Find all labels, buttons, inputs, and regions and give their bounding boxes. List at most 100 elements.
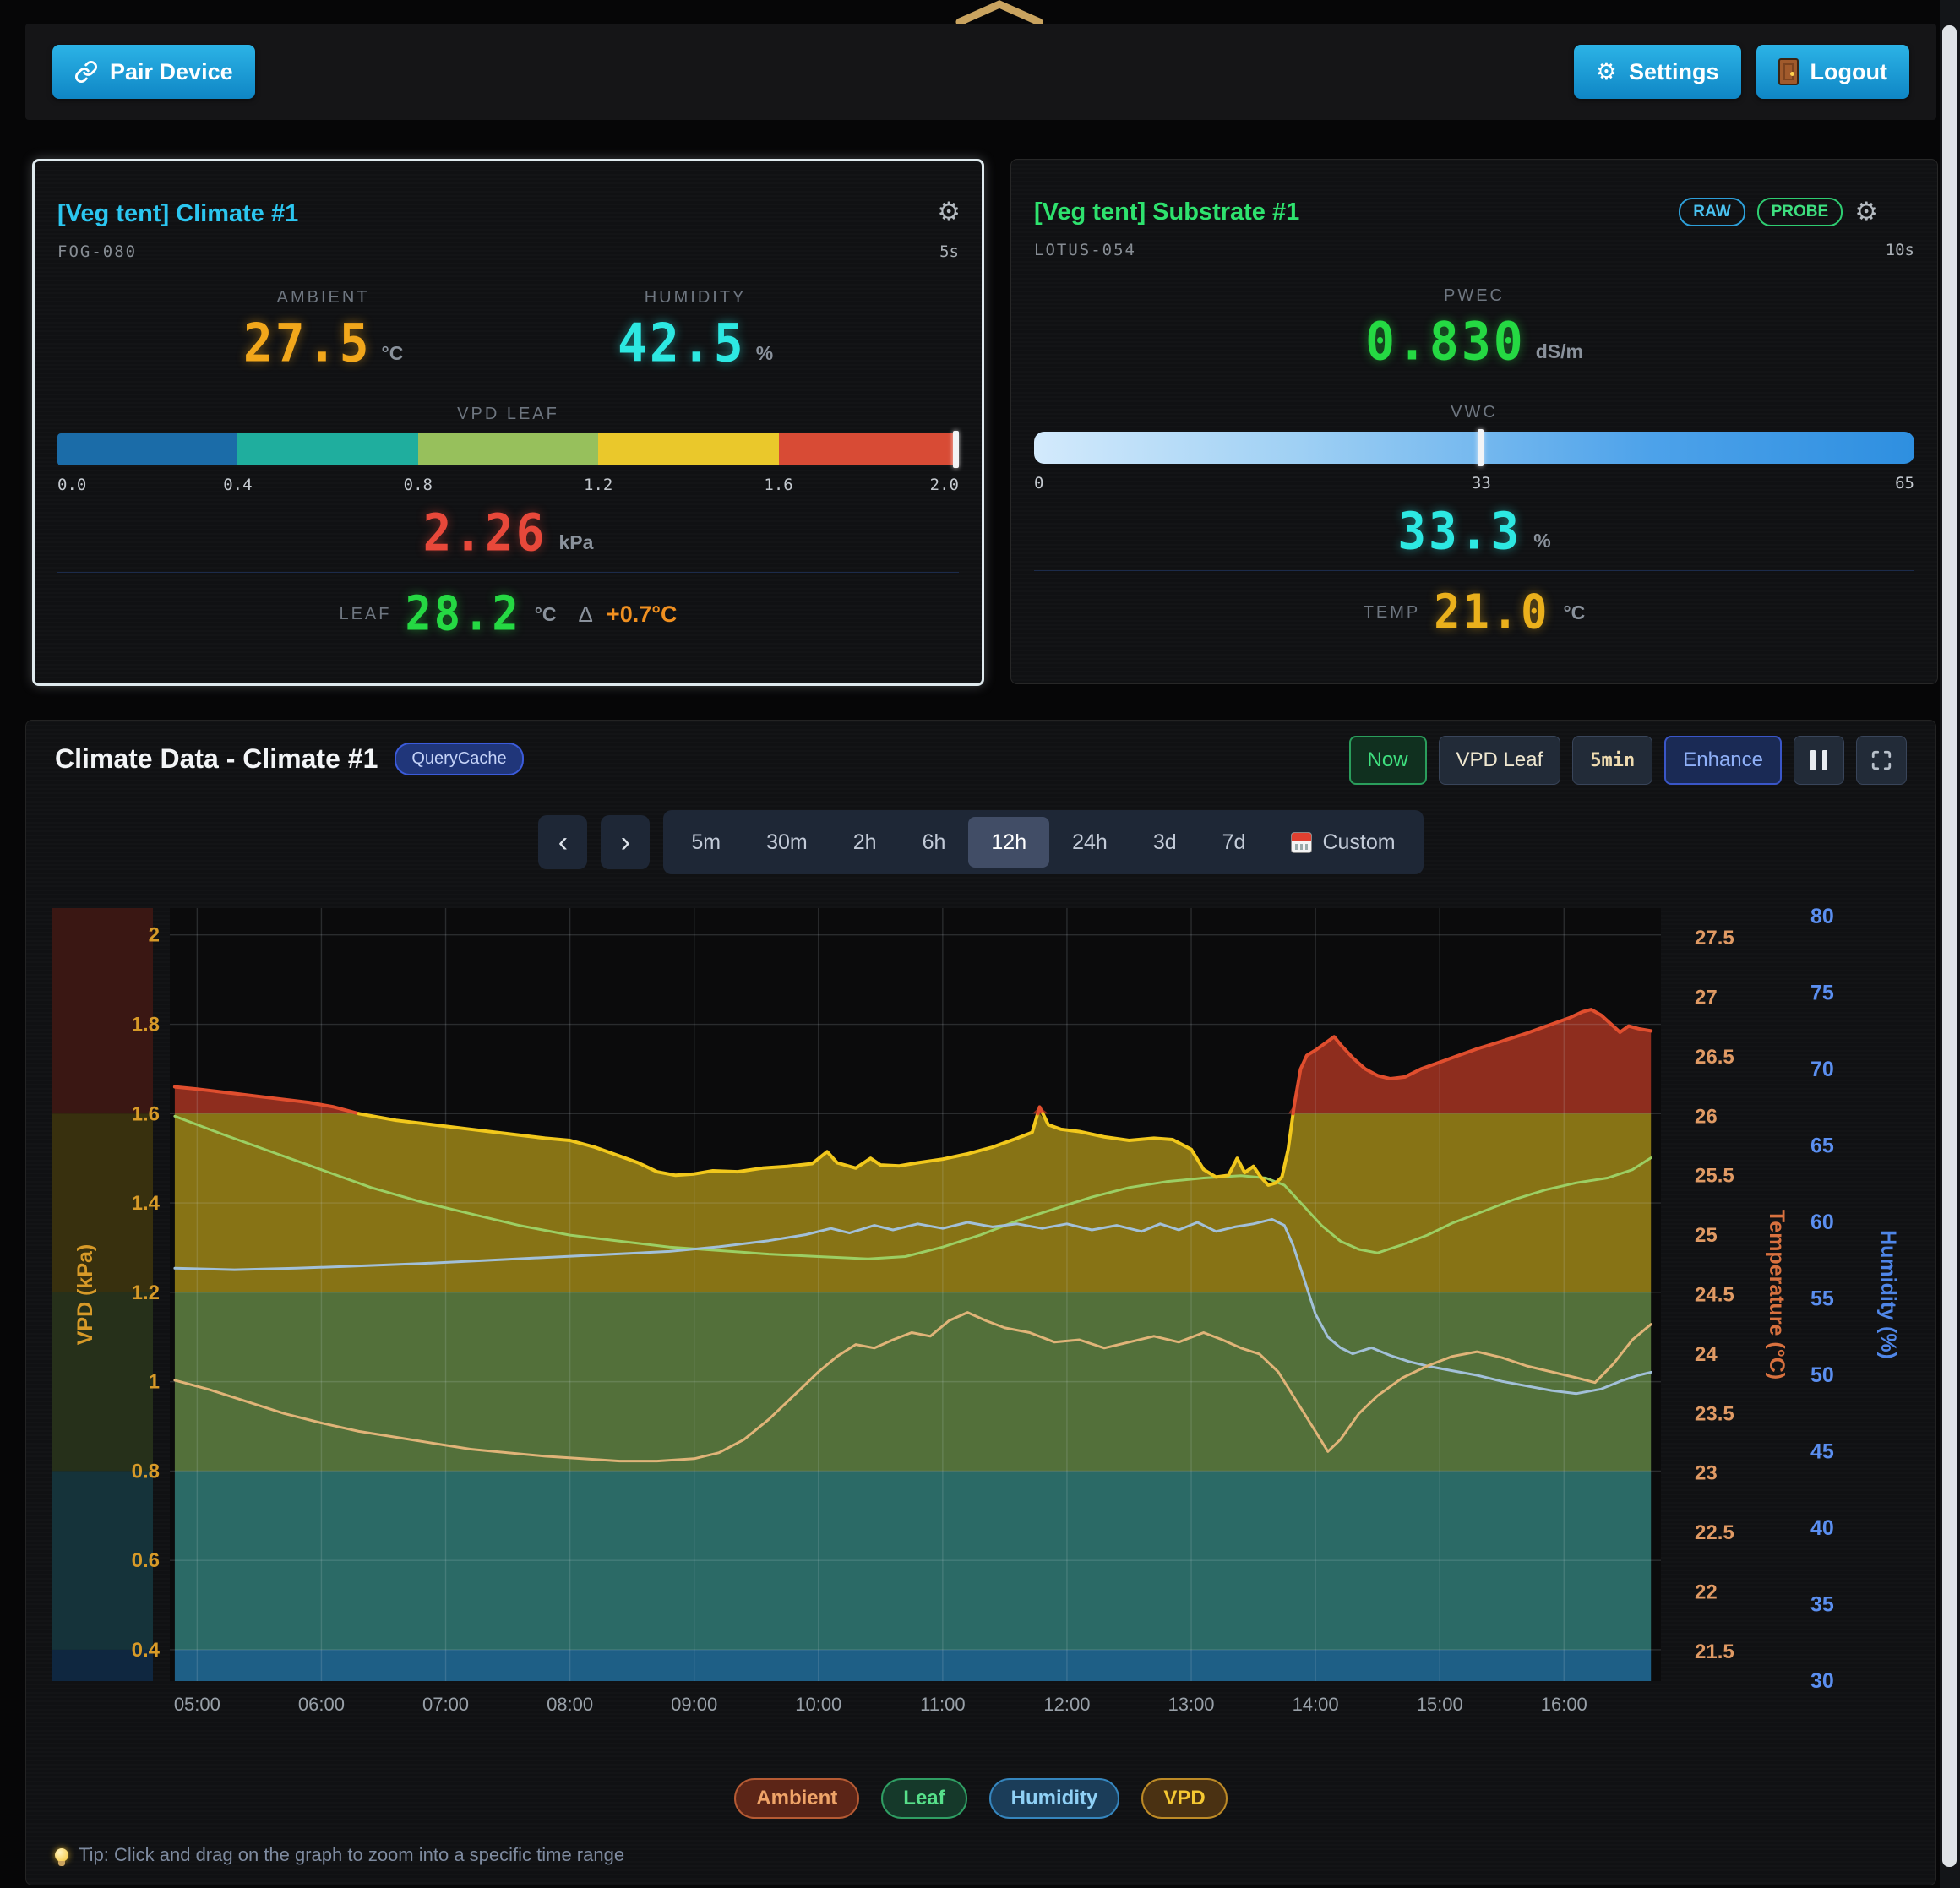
- temperature-axis-tick: 22.5: [1695, 1521, 1734, 1544]
- substrate-sensor-card[interactable]: [Veg tent] Substrate #1 RAW PROBE ⚙ LOTU…: [1010, 159, 1938, 684]
- custom-range-label: Custom: [1322, 830, 1396, 854]
- leaf-value: 28.2: [405, 586, 521, 642]
- humidity-axis-tick: 65: [1810, 1134, 1834, 1157]
- header-collapse-chevron[interactable]: [953, 0, 1046, 24]
- vpd-axis-tick: 0.6: [132, 1549, 160, 1572]
- vpd-axis-tick: 1.4: [132, 1192, 161, 1215]
- ambient-label: AMBIENT: [276, 288, 370, 307]
- interval-button[interactable]: 5min: [1572, 736, 1653, 785]
- climate-card-gear-icon[interactable]: ⚙: [937, 197, 961, 227]
- vpd-axis-tick: 0.4: [132, 1639, 161, 1662]
- tip-text: Tip: Click and drag on the graph to zoom…: [79, 1844, 625, 1865]
- range-option-12h[interactable]: 12h: [968, 817, 1050, 868]
- temperature-axis-tick: 23.5: [1695, 1402, 1734, 1425]
- humidity-axis-tick: 75: [1810, 981, 1834, 1004]
- x-axis-tick: 11:00: [920, 1694, 965, 1715]
- ambient-unit: °C: [381, 342, 404, 364]
- enhance-button[interactable]: Enhance: [1664, 736, 1782, 785]
- series-line-vpd: [357, 1112, 1040, 1178]
- raw-badge[interactable]: RAW: [1679, 198, 1745, 226]
- legend-item-ambient[interactable]: Ambient: [734, 1778, 860, 1819]
- series-line-vpd: [1036, 1105, 1045, 1116]
- range-option-30m[interactable]: 30m: [766, 830, 808, 854]
- pair-device-button[interactable]: Pair Device: [52, 45, 255, 99]
- legend-item-humidity[interactable]: Humidity: [988, 1778, 1120, 1819]
- vpd-gauge-tick: 0.4: [223, 476, 253, 494]
- range-option-3d[interactable]: 3d: [1152, 830, 1177, 854]
- vpd-gauge-tick: 1.6: [764, 476, 793, 494]
- chart-toolbar: Now VPD Leaf 5min Enhance: [1348, 736, 1907, 785]
- vpd-gauge-label: VPD LEAF: [457, 405, 559, 423]
- vpd-zone-fill-2: [174, 1292, 1652, 1472]
- chart-title: Climate Data - Climate #1: [55, 743, 378, 774]
- ambient-value: 27.5: [242, 312, 372, 374]
- pause-button[interactable]: [1794, 736, 1844, 785]
- vwc-gauge: [1034, 429, 1914, 466]
- humidity-axis-tick: 45: [1810, 1439, 1834, 1463]
- gear-icon: ⚙: [1595, 57, 1618, 85]
- range-next-button[interactable]: ›: [601, 815, 651, 869]
- temperature-axis-title: Temperature (°C): [1765, 1210, 1788, 1379]
- vpd-gauge-segment-3: [598, 433, 779, 465]
- vpd-gauge-segment-2: [417, 433, 599, 465]
- logout-button[interactable]: Logout: [1756, 45, 1909, 99]
- temperature-axis-tick: 22: [1695, 1581, 1718, 1603]
- humidity-axis-title: Humidity (%): [1876, 1230, 1900, 1359]
- x-axis-tick: 06:00: [298, 1694, 345, 1715]
- humidity-axis-tick: 80: [1810, 905, 1834, 928]
- x-axis-tick: 15:00: [1417, 1694, 1463, 1715]
- humidity-axis-tick: 60: [1810, 1211, 1834, 1234]
- substrate-temp-unit: °C: [1563, 601, 1586, 623]
- settings-button[interactable]: ⚙ Settings: [1573, 45, 1741, 99]
- range-option-24h[interactable]: 24h: [1072, 830, 1108, 854]
- range-option-2h[interactable]: 2h: [852, 830, 877, 854]
- legend-item-vpd[interactable]: VPD: [1141, 1778, 1228, 1819]
- vpd-zone-gutter-band-1: [52, 1113, 153, 1292]
- vpd-gauge-tick: 2.0: [929, 476, 959, 494]
- x-axis-tick: 16:00: [1541, 1694, 1587, 1715]
- fullscreen-button[interactable]: [1856, 736, 1907, 785]
- pair-device-label: Pair Device: [110, 58, 233, 84]
- climate-chart-plot[interactable]: 2 1.8 1.6 1.4 1.2 1 0.8 0.6 0.4 27.5 27 26.5 26 25.5 2…: [26, 721, 1937, 1886]
- vpd-axis-tick: 1.6: [132, 1102, 160, 1125]
- substrate-badges: RAW PROBE ⚙: [1679, 197, 1878, 227]
- vpd-gauge-segment-0: [57, 433, 238, 465]
- vpd-zone-fill-1: [174, 1113, 1652, 1292]
- x-axis-tick: 12:00: [1043, 1694, 1090, 1715]
- calendar-icon: [1291, 831, 1313, 853]
- range-option-6h[interactable]: 6h: [922, 830, 946, 854]
- range-option-custom[interactable]: Custom: [1268, 817, 1418, 868]
- substrate-card-gear-icon[interactable]: ⚙: [1854, 197, 1878, 227]
- page-scrollbar[interactable]: [1940, 0, 1960, 1888]
- now-button[interactable]: Now: [1348, 736, 1427, 785]
- vpd-gauge-marker: [953, 431, 959, 468]
- delta-icon: Δ: [578, 601, 593, 627]
- vwc-gauge-label: VWC: [1451, 403, 1498, 422]
- substrate-temp-value: 21.0: [1434, 585, 1550, 640]
- x-axis-tick: 05:00: [174, 1694, 220, 1715]
- vpd-zone-fill-3: [174, 1471, 1652, 1650]
- humidity-label: HUMIDITY: [644, 288, 747, 307]
- vpd-gauge-scale: 0.0 0.4 0.8 1.2 1.6 2.0: [57, 476, 959, 496]
- humidity-axis-tick: 35: [1810, 1592, 1834, 1616]
- series-line-vpd: [172, 1085, 361, 1116]
- range-option-7d[interactable]: 7d: [1222, 830, 1246, 854]
- x-axis-tick: 10:00: [795, 1694, 841, 1715]
- vpd-zone-gutter-band-4: [52, 1649, 153, 1681]
- probe-badge[interactable]: PROBE: [1756, 198, 1843, 226]
- vwc-gauge-scale: 0 33 65: [1034, 474, 1914, 494]
- vpd-gauge-tick: 1.2: [584, 476, 613, 494]
- door-icon: [1778, 58, 1799, 85]
- humidity-axis-tick: 50: [1810, 1363, 1834, 1387]
- series-line-vpd: [1291, 1008, 1653, 1116]
- legend-item-leaf[interactable]: Leaf: [881, 1778, 967, 1819]
- scrollbar-thumb[interactable]: [1942, 25, 1957, 1867]
- range-prev-button[interactable]: ‹: [538, 815, 588, 869]
- climate-card-title: [Veg tent] Climate #1: [57, 200, 299, 227]
- vpd-leaf-button[interactable]: VPD Leaf: [1438, 736, 1561, 785]
- range-option-5m[interactable]: 5m: [691, 830, 721, 854]
- temperature-axis-tick: 21.5: [1695, 1640, 1734, 1663]
- chart-legend: Ambient Leaf Humidity VPD: [26, 1778, 1936, 1819]
- climate-sensor-card[interactable]: [Veg tent] Climate #1 ⚙ FOG-080 5s AMBIE…: [32, 159, 984, 686]
- vpd-axis-tick: 1.8: [132, 1014, 160, 1036]
